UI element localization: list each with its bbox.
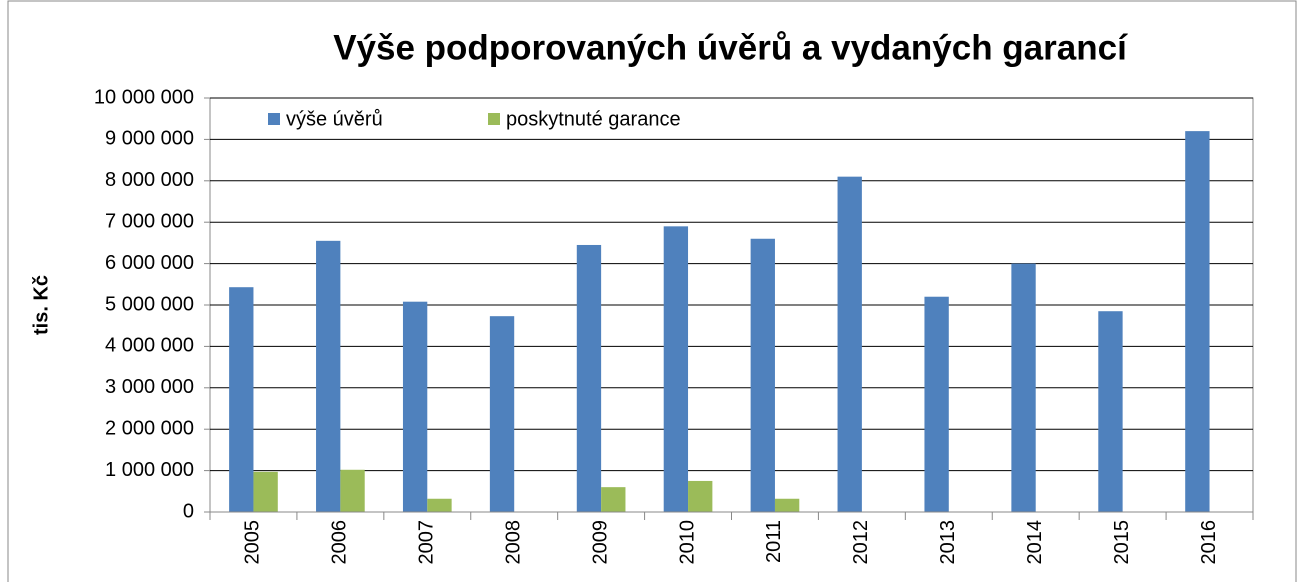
x-tick-label: 2006 bbox=[329, 520, 351, 565]
x-tick-label: 2008 bbox=[502, 520, 524, 565]
x-tick-label: 2007 bbox=[416, 520, 438, 565]
bar bbox=[774, 498, 800, 512]
bar bbox=[402, 301, 428, 512]
x-tick-label: 2014 bbox=[1024, 520, 1046, 565]
x-tick-label: 2013 bbox=[937, 520, 959, 565]
x-tick-label: 2016 bbox=[1198, 520, 1220, 565]
x-tick-label: 2009 bbox=[589, 520, 611, 565]
y-axis-label: tis. Kč bbox=[30, 275, 52, 335]
y-tick-label: 6 000 000 bbox=[105, 252, 194, 274]
y-tick-label: 1 000 000 bbox=[105, 459, 194, 481]
y-tick-label: 3 000 000 bbox=[105, 376, 194, 398]
bar bbox=[924, 296, 949, 512]
y-tick-label: 2 000 000 bbox=[105, 417, 194, 439]
x-tick-label: 2015 bbox=[1111, 520, 1133, 565]
bar bbox=[316, 240, 341, 512]
bar bbox=[601, 487, 626, 512]
x-tick-label: 2010 bbox=[676, 520, 698, 565]
y-tick-label: 5 000 000 bbox=[105, 293, 194, 315]
bar bbox=[340, 469, 365, 512]
y-tick-label: 8 000 000 bbox=[105, 169, 194, 191]
x-tick-label: 2012 bbox=[850, 520, 872, 565]
legend-label: poskytnuté garance bbox=[506, 108, 681, 130]
bar bbox=[253, 471, 278, 512]
bar bbox=[1098, 311, 1123, 512]
legend-label: výše úvěrů bbox=[286, 108, 383, 130]
x-tick-label: 2005 bbox=[242, 520, 264, 565]
legend-swatch bbox=[268, 113, 280, 125]
chart-title: Výše podporovaných úvěrů a vydaných gara… bbox=[333, 28, 1128, 67]
bar bbox=[688, 480, 713, 512]
bar bbox=[750, 238, 775, 512]
bar bbox=[576, 244, 602, 512]
bar bbox=[663, 226, 689, 512]
bar bbox=[427, 498, 452, 512]
y-tick-label: 9 000 000 bbox=[105, 128, 194, 150]
y-tick-label: 10 000 000 bbox=[94, 86, 194, 108]
bar bbox=[837, 176, 862, 512]
y-tick-label: 4 000 000 bbox=[105, 335, 194, 357]
bar bbox=[489, 316, 515, 512]
bar bbox=[1011, 263, 1036, 512]
x-tick-label: 2011 bbox=[763, 520, 785, 563]
bar bbox=[1185, 131, 1210, 512]
bar bbox=[229, 287, 254, 512]
legend-swatch bbox=[488, 113, 500, 125]
y-tick-label: 7 000 000 bbox=[105, 210, 194, 232]
y-tick-label: 0 bbox=[183, 500, 194, 522]
